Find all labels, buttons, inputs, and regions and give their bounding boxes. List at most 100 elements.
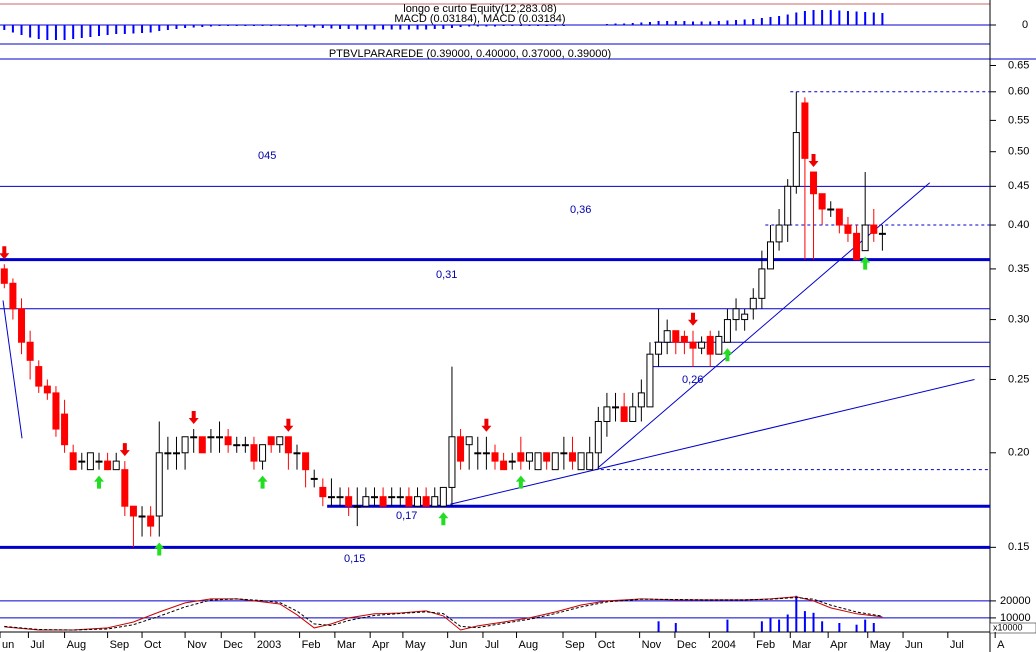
candle-body bbox=[233, 444, 241, 447]
bar bbox=[778, 619, 781, 632]
bar bbox=[812, 10, 815, 25]
x-tick-label: Mar bbox=[792, 639, 811, 651]
candle-body bbox=[216, 436, 224, 439]
candle-body bbox=[543, 452, 551, 462]
candle-body bbox=[345, 496, 353, 507]
candle-body bbox=[336, 496, 344, 499]
macd-title: longo e curto Equity(12,283.08) bbox=[403, 3, 557, 15]
candle-body bbox=[439, 486, 447, 507]
candle-body bbox=[680, 335, 688, 343]
buy-arrow bbox=[438, 512, 449, 526]
candle-body bbox=[18, 308, 26, 343]
candle-body bbox=[224, 436, 232, 446]
candle-body bbox=[388, 496, 396, 499]
candle-body bbox=[612, 406, 620, 409]
oscillator-line bbox=[4, 596, 883, 631]
candle-body bbox=[353, 505, 361, 508]
bar bbox=[106, 25, 109, 35]
bar bbox=[717, 21, 720, 25]
bar bbox=[674, 623, 677, 632]
candle-body bbox=[474, 452, 482, 455]
bar bbox=[674, 21, 677, 25]
bar bbox=[330, 25, 333, 29]
sell-arrow bbox=[481, 418, 492, 432]
bar bbox=[760, 621, 763, 632]
sell-arrow bbox=[283, 418, 294, 432]
candle-body bbox=[732, 308, 740, 321]
bar bbox=[459, 25, 462, 27]
bar bbox=[347, 25, 350, 29]
candle-body bbox=[577, 452, 585, 471]
bar bbox=[640, 22, 643, 25]
candle-body bbox=[26, 341, 34, 361]
x-tick-label: Nov bbox=[642, 639, 662, 651]
x-tick-label: Mar bbox=[337, 639, 356, 651]
candle-body bbox=[801, 102, 809, 159]
candle-body bbox=[121, 469, 129, 507]
candle-body bbox=[491, 452, 499, 462]
bar bbox=[63, 25, 66, 40]
y-tick-label: 0.45 bbox=[1008, 180, 1029, 192]
buy-arrow bbox=[94, 475, 104, 489]
candle-body bbox=[457, 436, 465, 462]
bar bbox=[726, 619, 729, 632]
candle-body bbox=[663, 330, 671, 343]
bar bbox=[786, 614, 789, 632]
macd-panel bbox=[0, 10, 990, 40]
bar bbox=[838, 10, 841, 25]
x-tick-label: Apr bbox=[830, 639, 847, 651]
bar bbox=[382, 25, 385, 30]
candle-body bbox=[35, 366, 43, 387]
candle-body bbox=[370, 496, 378, 499]
candle-body bbox=[43, 385, 51, 394]
candle-body bbox=[61, 413, 69, 446]
bar bbox=[803, 11, 806, 25]
sell-arrow bbox=[188, 411, 199, 425]
candle-body bbox=[810, 171, 818, 195]
candle-body bbox=[310, 477, 318, 480]
bar bbox=[812, 612, 815, 632]
candle-body bbox=[620, 406, 628, 422]
y-tick-label: 0.35 bbox=[1008, 263, 1029, 275]
chart-title: PTBVLPARAREDE (0.39000, 0.40000, 0.37000… bbox=[329, 48, 611, 60]
candle-body bbox=[95, 460, 103, 463]
bar bbox=[296, 25, 298, 27]
candle-body bbox=[405, 496, 413, 507]
bar bbox=[709, 21, 712, 25]
candle-body bbox=[379, 496, 387, 507]
bar bbox=[218, 25, 221, 26]
bar bbox=[795, 595, 798, 632]
y-tick-label: 0 bbox=[1022, 19, 1028, 31]
x-tick-label: Dec bbox=[677, 639, 697, 651]
x-tick-label: Feb bbox=[302, 639, 321, 651]
buy-arrow bbox=[860, 256, 871, 270]
candle-body bbox=[672, 330, 680, 343]
bar bbox=[450, 25, 453, 28]
x-tick-label: Dec bbox=[223, 639, 243, 651]
bar bbox=[89, 25, 92, 37]
candle-body bbox=[603, 406, 611, 422]
candle-body bbox=[551, 452, 559, 471]
candle-body bbox=[267, 436, 275, 446]
candle-body bbox=[327, 496, 335, 499]
bar bbox=[115, 25, 118, 34]
x-tick-label: Jul bbox=[485, 639, 499, 651]
bar bbox=[3, 25, 6, 30]
candle-body bbox=[560, 452, 568, 455]
bar bbox=[54, 25, 57, 40]
bar bbox=[468, 25, 471, 27]
candle-body bbox=[637, 392, 645, 408]
y-tick-label: 0.50 bbox=[1008, 146, 1029, 158]
bar bbox=[648, 22, 651, 25]
bar bbox=[855, 11, 858, 25]
bar bbox=[192, 25, 195, 28]
sell-arrow bbox=[808, 154, 819, 168]
candle-body bbox=[319, 486, 327, 498]
y-tick-label: 0.30 bbox=[1008, 313, 1029, 325]
y-tick-label: 0.15 bbox=[1008, 541, 1029, 553]
candle-body bbox=[766, 241, 774, 270]
candle-body bbox=[646, 353, 654, 408]
x-tick-label: Jun bbox=[450, 639, 468, 651]
candle-body bbox=[758, 268, 766, 299]
bar bbox=[752, 19, 755, 25]
